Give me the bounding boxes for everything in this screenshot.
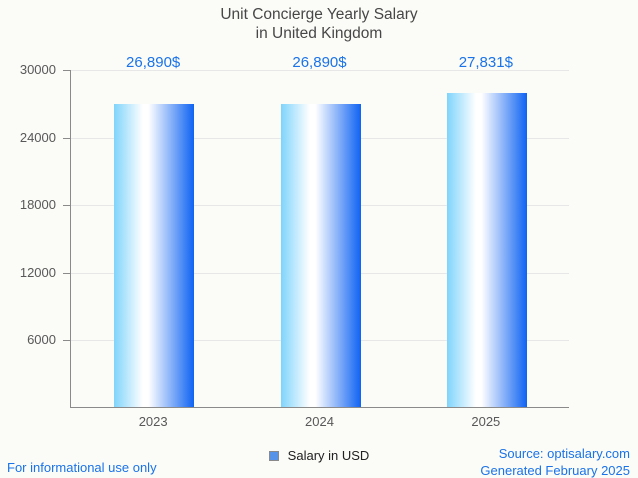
y-tick-label-12000: 12000 <box>19 264 56 280</box>
y-tick-label-6000: 6000 <box>27 332 56 348</box>
x-tick-label-2024: 2024 <box>305 414 334 429</box>
y-tick-label-18000: 18000 <box>19 197 56 213</box>
y-tick-label-24000: 24000 <box>19 129 56 145</box>
disclaimer-text: For informational use only <box>7 460 157 475</box>
bar-2023[interactable] <box>114 104 195 407</box>
plot-area <box>70 70 569 408</box>
y-tick-mark-12000 <box>63 272 70 274</box>
y-tick-mark-24000 <box>63 137 70 139</box>
chart-title: Unit Concierge Yearly Salary in United K… <box>0 5 638 43</box>
value-label-2024: 26,890$ <box>292 54 347 71</box>
bar-2025[interactable] <box>446 93 527 407</box>
generated-text: Generated February 2025 <box>480 463 630 478</box>
x-tick-label-2023: 2023 <box>138 414 168 429</box>
bar-2024[interactable] <box>280 104 361 407</box>
y-tick-label-30000: 30000 <box>19 62 56 77</box>
legend-swatch-icon <box>268 450 279 461</box>
y-tick-mark-6000 <box>63 340 70 342</box>
legend[interactable]: Salary in USD <box>0 448 638 463</box>
source-block: Source: optisalary.com Generated Februar… <box>480 445 630 478</box>
chart-title-line1: Unit Concierge Yearly Salary <box>220 6 418 23</box>
y-tick-mark-30000 <box>63 70 70 71</box>
gridline-30000 <box>71 70 569 71</box>
x-tick-label-2025: 2025 <box>471 414 501 429</box>
source-link[interactable]: Source: optisalary.com <box>498 446 630 461</box>
value-label-2023: 26,890$ <box>126 54 181 71</box>
chart-title-line2: in United Kingdom <box>255 25 383 42</box>
legend-label: Salary in USD <box>287 448 370 463</box>
y-tick-mark-18000 <box>63 205 70 207</box>
value-label-2025: 27,831$ <box>458 54 513 71</box>
